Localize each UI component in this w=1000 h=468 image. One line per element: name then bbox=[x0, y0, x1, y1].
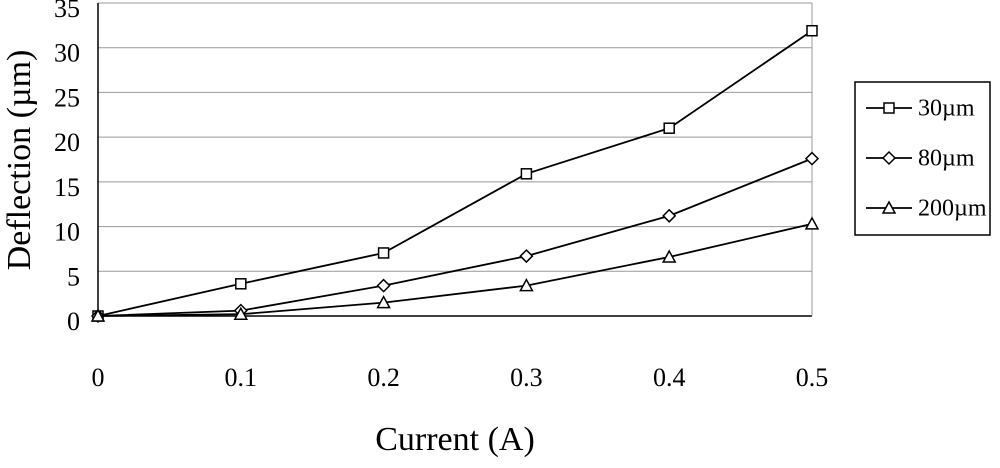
marker bbox=[233, 306, 249, 320]
y-tick-label: 20 bbox=[54, 128, 80, 157]
marker bbox=[90, 308, 106, 322]
series-line bbox=[97, 157, 813, 317]
marker bbox=[376, 278, 391, 293]
x-tick-label: 0.5 bbox=[796, 363, 829, 392]
marker bbox=[804, 151, 820, 166]
y-axis-title: Deflection (µm) bbox=[1, 50, 38, 271]
series-line bbox=[97, 223, 813, 317]
x-tick-label: 0.2 bbox=[367, 363, 400, 392]
marker bbox=[377, 247, 390, 259]
y-tick-label: 5 bbox=[67, 262, 80, 291]
marker bbox=[806, 24, 818, 37]
marker bbox=[662, 208, 677, 223]
x-tick-label: 0.4 bbox=[653, 363, 686, 392]
marker bbox=[520, 168, 533, 180]
y-tick-label: 25 bbox=[54, 83, 80, 112]
y-tick-label: 15 bbox=[54, 173, 80, 202]
y-tick-label: 0 bbox=[67, 307, 80, 336]
marker bbox=[661, 249, 677, 263]
marker bbox=[519, 249, 534, 264]
legend-marker bbox=[881, 200, 897, 214]
marker bbox=[663, 122, 675, 134]
legend-label: 30µm bbox=[918, 96, 975, 122]
x-tick-label: 0.1 bbox=[225, 363, 258, 392]
legend-label: 80µm bbox=[918, 146, 975, 172]
legend-marker bbox=[883, 102, 895, 114]
marker bbox=[235, 278, 247, 290]
y-tick-label: 10 bbox=[54, 218, 80, 247]
marker bbox=[804, 216, 820, 230]
legend-label: 200µm bbox=[918, 196, 987, 222]
legend-marker bbox=[881, 150, 897, 166]
x-tick-label: 0.3 bbox=[510, 363, 543, 392]
series-line bbox=[97, 29, 813, 317]
y-tick-label: 35 bbox=[54, 0, 80, 23]
y-tick-label: 30 bbox=[54, 39, 80, 68]
x-tick-label: 0 bbox=[92, 363, 105, 392]
x-axis-title: Current (A) bbox=[375, 421, 535, 458]
marker bbox=[376, 295, 391, 309]
marker bbox=[519, 278, 534, 292]
